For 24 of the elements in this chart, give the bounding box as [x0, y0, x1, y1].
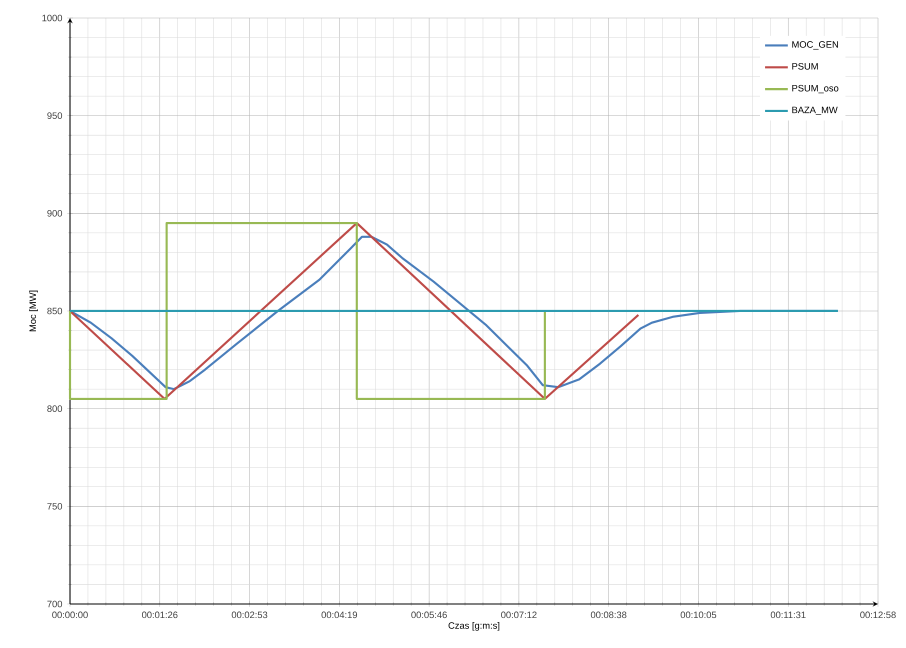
x-tick-label: 00:08:38 — [590, 612, 626, 618]
y-tick-label: 950 — [47, 112, 62, 119]
legend-label: MOC_GEN — [792, 41, 838, 50]
x-tick-label: 00:04:19 — [322, 612, 358, 618]
x-tick-label: 00:12:58 — [860, 612, 896, 618]
line-series — [68, 222, 640, 400]
y-tick-label: 750 — [47, 503, 62, 510]
x-axis-title: Czas [g:m:s] — [448, 622, 500, 631]
y-tick-label: 800 — [47, 405, 62, 412]
x-tick-label: 00:00:00 — [52, 612, 88, 618]
x-tick-label: 00:01:26 — [142, 612, 178, 618]
y-tick-label: 850 — [47, 308, 62, 314]
y-tick-label: 700 — [47, 600, 62, 608]
x-tick-label: 00:07:12 — [501, 612, 537, 618]
x-tick-label: 00:02:53 — [232, 612, 268, 618]
y-tick-label: 900 — [47, 210, 62, 217]
legend-label: PSUM — [792, 63, 818, 70]
y-tick-label: 1000 — [42, 14, 62, 22]
x-tick-label: 00:05:46 — [411, 612, 447, 618]
y-axis-title: Moc [MW] — [29, 290, 38, 332]
legend-label: PSUM_oso — [792, 84, 838, 94]
legend-label: BAZA_MW — [792, 106, 838, 115]
x-tick-label: 00:10:05 — [680, 612, 716, 618]
x-tick-label: 00:11:31 — [770, 612, 806, 618]
